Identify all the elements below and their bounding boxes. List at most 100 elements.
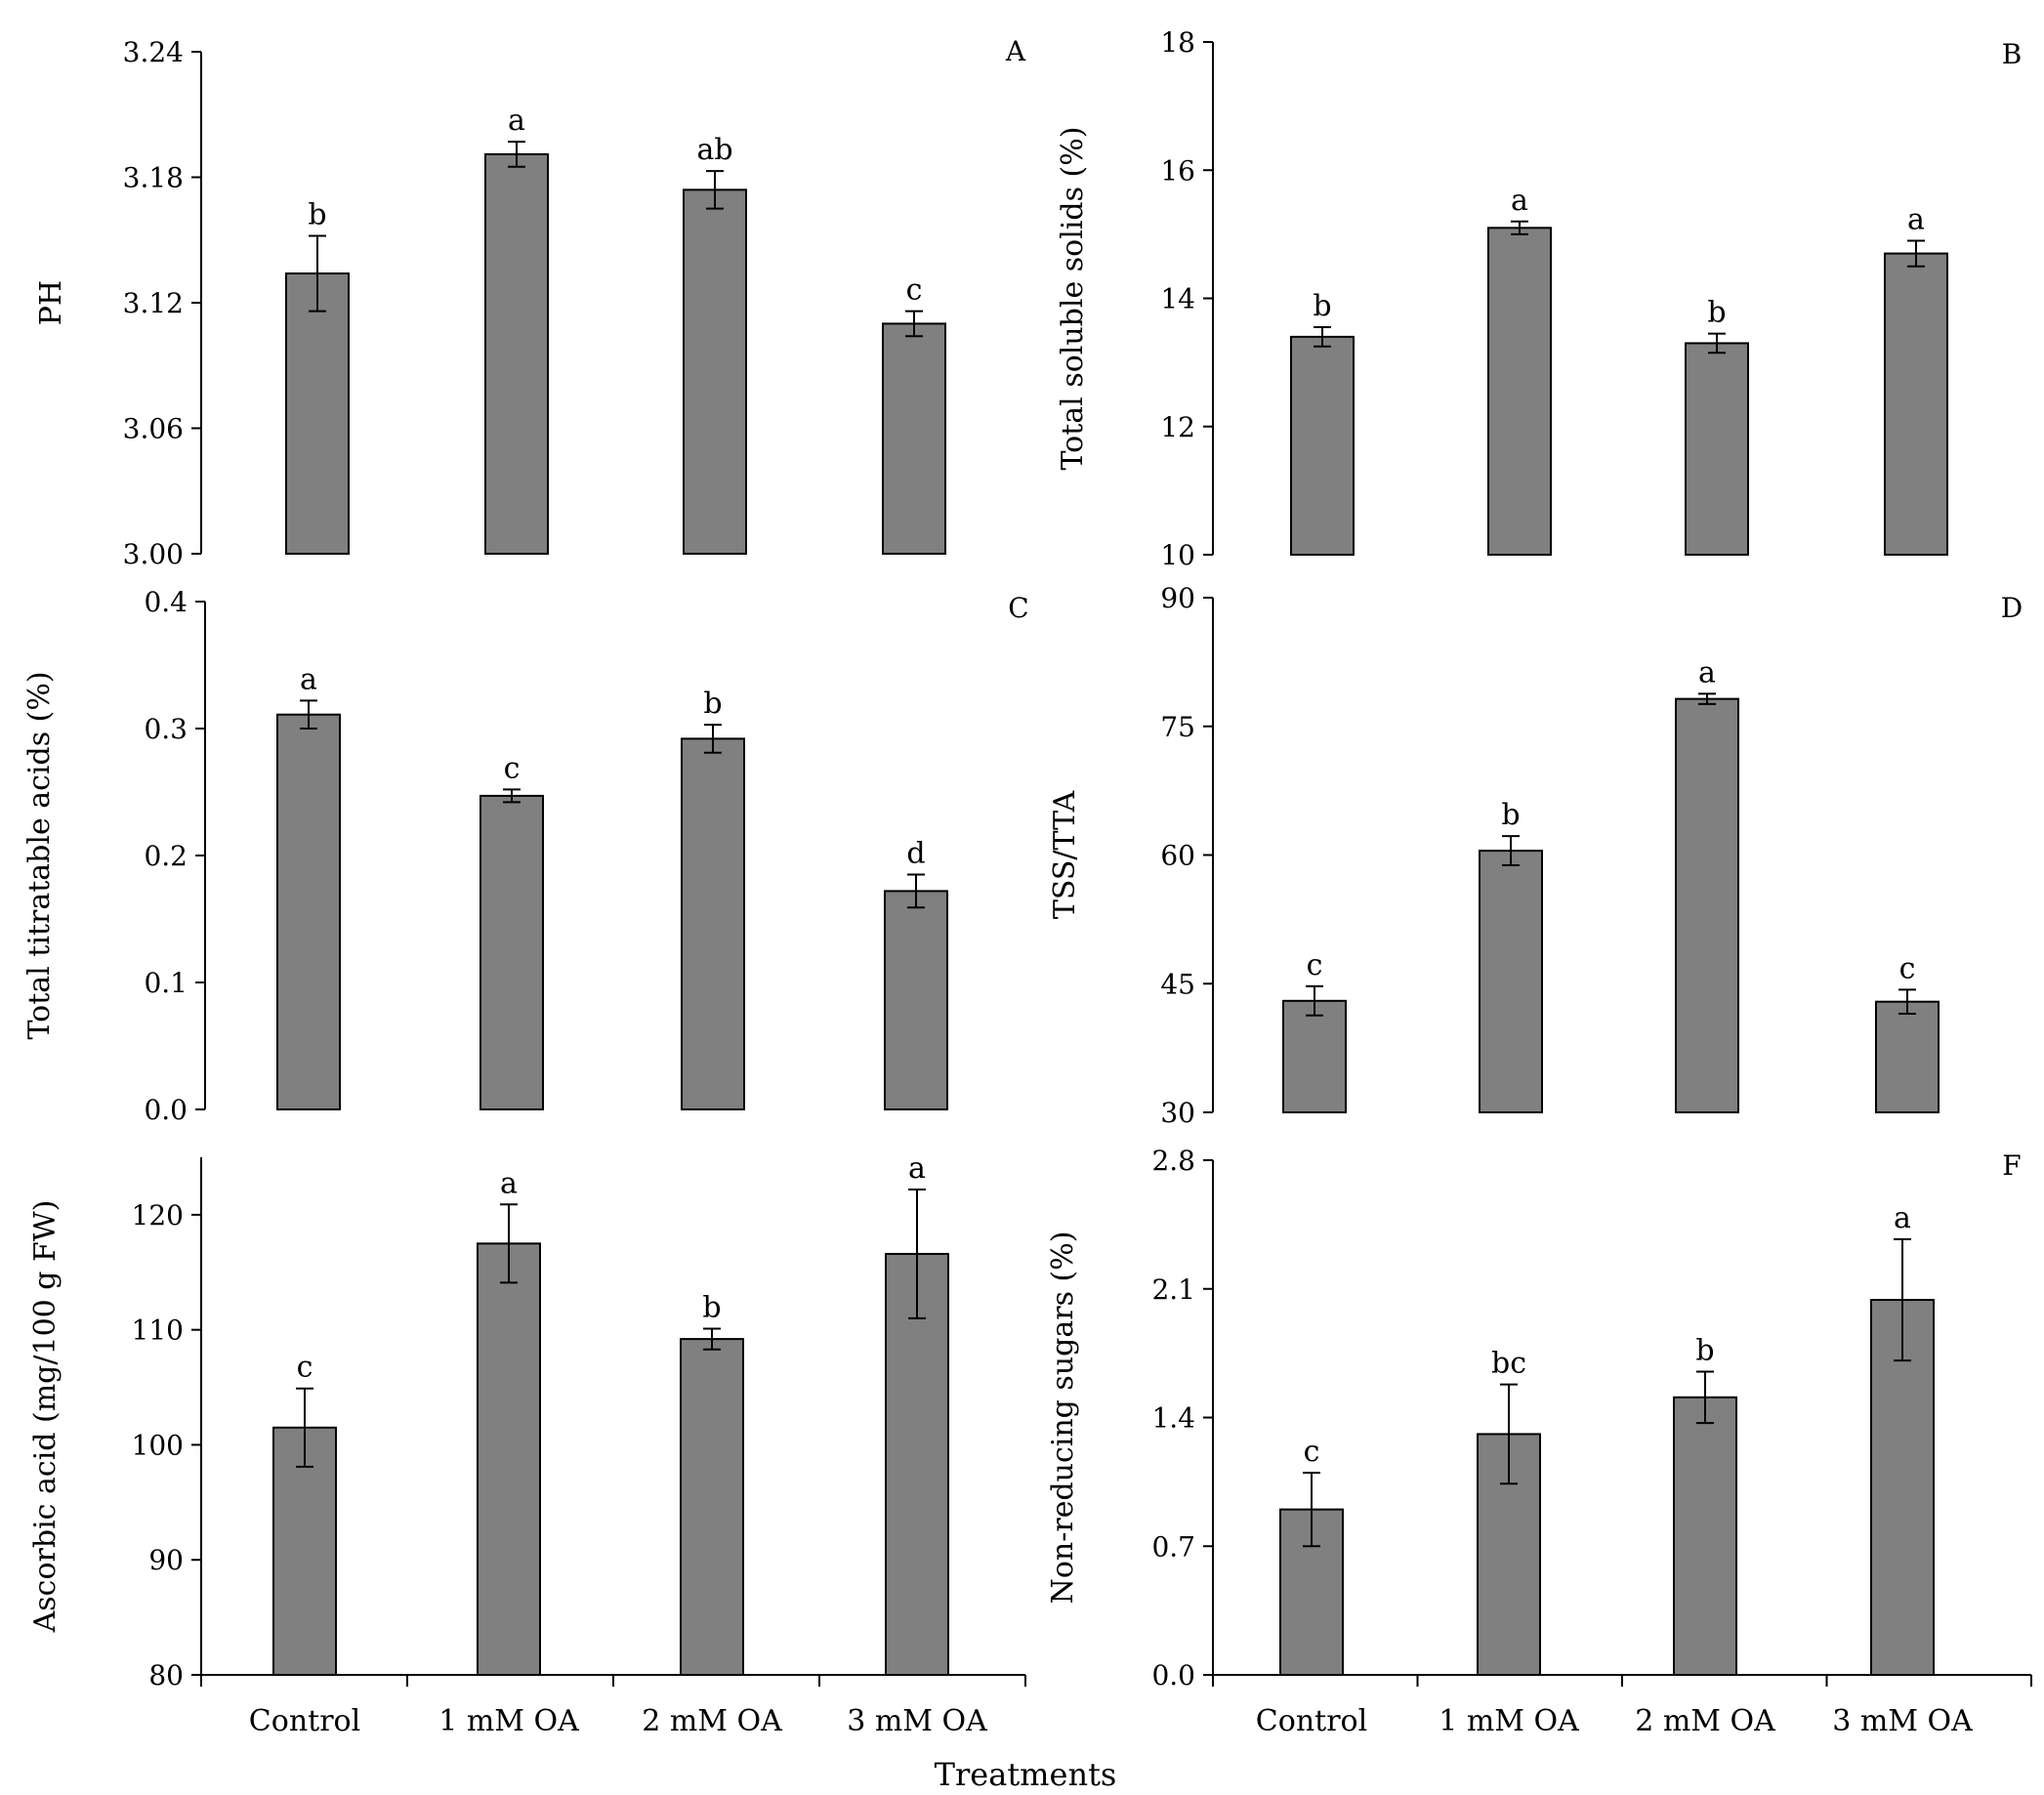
bar (1479, 850, 1543, 1113)
y-axis-title: Total soluble solids (%) (1056, 127, 1090, 471)
y-tick-label: 0.3 (144, 713, 188, 745)
significance-letter: b (308, 197, 326, 231)
bar (683, 188, 747, 555)
bar (681, 737, 745, 1111)
significance-letter: b (1695, 1333, 1714, 1367)
significance-letter: a (908, 1151, 926, 1186)
significance-letter: a (500, 1166, 518, 1200)
x-tick-label: 1 mM OA (1439, 1704, 1579, 1738)
significance-letter: a (1907, 202, 1925, 236)
x-tick-label: Control (1256, 1704, 1367, 1738)
significance-letter: c (1307, 948, 1323, 982)
y-tick-label: 110 (132, 1315, 184, 1347)
y-tick-label: 10 (1160, 539, 1195, 571)
panel-2: 10 12 14 16 18 Total soluble solids (%) Bb a b a (1056, 26, 2022, 571)
bar (1282, 999, 1347, 1113)
significance-letter: c (1304, 1435, 1320, 1469)
y-tick-label: 60 (1160, 840, 1195, 872)
y-tick-label: 16 (1160, 154, 1195, 187)
y-tick-label: 3.12 (123, 287, 184, 319)
x-tick-label: 2 mM OA (1635, 1704, 1775, 1738)
panel-label: C (1008, 592, 1028, 624)
significance-letter: b (1313, 289, 1331, 323)
y-tick-label: 18 (1160, 26, 1195, 59)
y-axis-title: TSS/TTA (1048, 791, 1082, 920)
y-tick-label: 0.7 (1151, 1530, 1195, 1563)
bar (1290, 335, 1355, 556)
y-tick-label: 12 (1160, 411, 1195, 443)
bar (272, 1426, 337, 1677)
significance-letter: b (703, 687, 722, 721)
x-tick-label: 1 mM OA (438, 1704, 579, 1738)
y-axis-title: Ascorbic acid (mg/100 g FW) (28, 1200, 63, 1634)
bar (276, 713, 341, 1110)
panel-label: F (2002, 1149, 2021, 1182)
significance-letter: a (1511, 184, 1528, 218)
panel-label: B (2002, 38, 2023, 70)
bar (680, 1338, 744, 1676)
y-tick-label: 45 (1160, 968, 1195, 1000)
x-tick-label: 3 mM OA (847, 1704, 987, 1738)
y-tick-label: 3.00 (123, 538, 184, 570)
y-tick-label: 90 (148, 1544, 184, 1576)
y-tick-label: 80 (148, 1659, 184, 1691)
panel-label: A (1005, 35, 1026, 67)
panel-label: D (2001, 592, 2023, 624)
y-tick-label: 30 (1160, 1097, 1195, 1129)
bar (1685, 342, 1749, 556)
y-axis-title: Total titratable acids (%) (22, 671, 57, 1039)
significance-letter: bc (1491, 1347, 1526, 1381)
bar (1487, 227, 1552, 556)
bar (484, 152, 549, 555)
significance-letter: c (1899, 951, 1916, 985)
y-axis-title: Non-reducing sugars (%) (1046, 1231, 1080, 1605)
x-tick-label: Control (249, 1704, 360, 1738)
bar (1675, 697, 1739, 1113)
panel-3: 0.0 0.1 0.2 0.3 0.4 Total titratable acids (%… (22, 586, 1029, 1126)
bar (882, 322, 946, 555)
y-tick-label: 3.06 (123, 413, 184, 445)
significance-letter: d (906, 837, 925, 871)
significance-letter: a (1698, 655, 1716, 689)
bar (1673, 1396, 1737, 1676)
y-axis-title: PH (34, 280, 68, 325)
y-tick-label: 2.1 (1151, 1273, 1195, 1306)
bar (477, 1242, 541, 1677)
bar (1884, 252, 1948, 556)
significance-letter: a (300, 662, 317, 696)
significance-letter: c (504, 751, 521, 785)
y-tick-label: 0.4 (144, 586, 188, 618)
y-tick-label: 3.18 (123, 162, 184, 194)
significance-letter: c (906, 273, 923, 308)
y-tick-label: 0.2 (144, 840, 188, 872)
y-tick-label: 0.0 (144, 1094, 188, 1126)
bar (884, 890, 948, 1111)
y-tick-label: 0.1 (144, 967, 188, 999)
significance-letter: b (1707, 296, 1726, 330)
significance-letter: a (1894, 1201, 1911, 1235)
x-tick-label: 2 mM OA (642, 1704, 782, 1738)
y-tick-label: 14 (1160, 283, 1195, 315)
x-tick-label: 3 mM OA (1832, 1704, 1973, 1738)
x-axis-title: Treatments (935, 1756, 1117, 1793)
significance-letter: b (702, 1290, 721, 1324)
bar (480, 794, 544, 1111)
y-tick-label: 2.8 (1151, 1145, 1195, 1177)
panel-4: 30 45 60 75 90 TSS/TTA Dc b a c (1048, 582, 2023, 1129)
significance-letter: b (1501, 798, 1520, 832)
significance-letter: ab (696, 133, 732, 167)
y-tick-label: 0.0 (1151, 1659, 1195, 1691)
panel-5: 80 90 100 110 120 Ascorbic acid (mg/100 g FW)… (28, 1151, 1026, 1738)
panel-1: 3.00 3.06 3.12 3.18 3.24 PH Ab a ab c (34, 35, 1026, 570)
panel-6: 0.0 0.7 1.4 2.1 2.8 Non-reducing sugars (%) Fc… (1046, 1145, 2032, 1738)
bar (1875, 1000, 1940, 1113)
y-tick-label: 3.24 (123, 36, 184, 68)
y-tick-label: 1.4 (1151, 1402, 1195, 1435)
bar (885, 1252, 949, 1677)
significance-letter: a (508, 104, 525, 138)
y-tick-label: 90 (1160, 582, 1195, 614)
bar (285, 272, 350, 555)
y-tick-label: 100 (132, 1429, 184, 1461)
y-tick-label: 75 (1160, 711, 1195, 743)
